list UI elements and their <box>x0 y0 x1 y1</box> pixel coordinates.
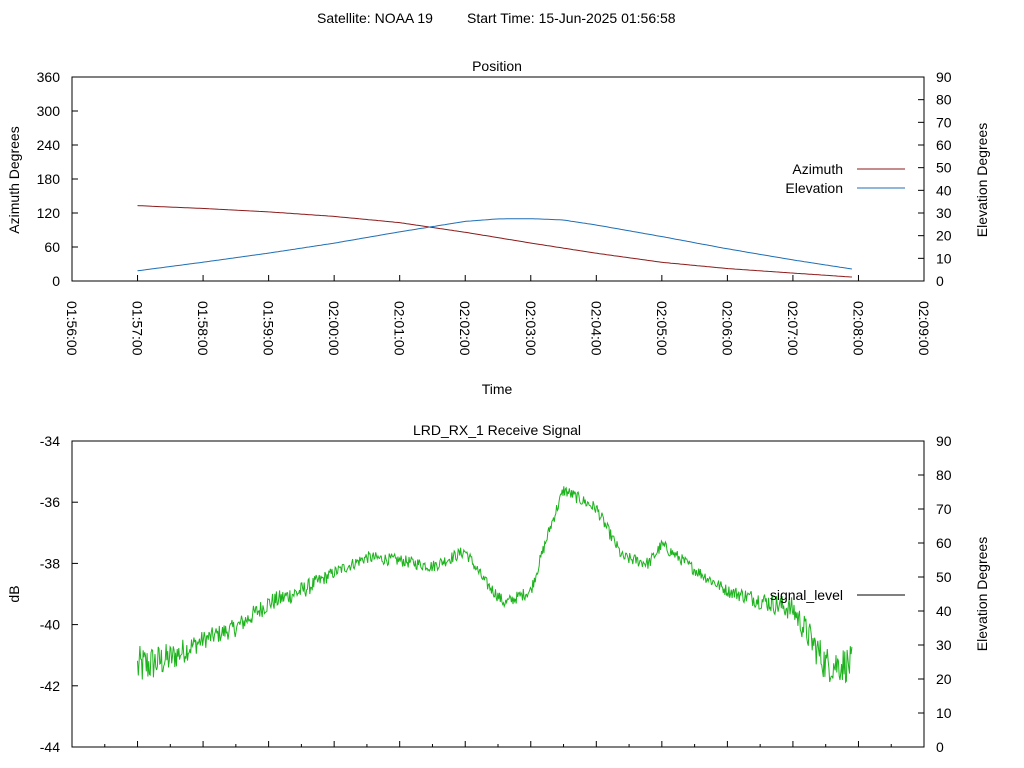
position-x-axis-label: Time <box>482 381 513 397</box>
position-x-tick-label: 02:02:00 <box>457 301 473 356</box>
position-x-tick-label: 01:56:00 <box>64 301 80 356</box>
azimuth-series-line <box>137 205 852 278</box>
position-y2-tick-label: 40 <box>936 182 952 198</box>
position-y-tick-label: 60 <box>44 239 60 255</box>
position-x-tick-label: 02:05:00 <box>654 301 670 356</box>
position-y2-tick-label: 90 <box>936 69 952 85</box>
signal-y2-tick-label: 90 <box>936 433 952 449</box>
position-x-tick-label: 01:57:00 <box>130 301 146 356</box>
position-plot-frame <box>71 76 925 282</box>
signal-y2-tick-label: 40 <box>936 603 952 619</box>
azimuth-legend-label: Azimuth <box>792 161 843 177</box>
position-y2-axis-label: Elevation Degrees <box>974 123 990 237</box>
position-y2-tick-label: 10 <box>936 250 952 266</box>
elevation-series-line <box>137 218 852 272</box>
signal-y2-tick-label: 30 <box>936 637 952 653</box>
position-y-tick-label: 360 <box>37 69 61 85</box>
signal-y-tick-label: -38 <box>40 555 60 571</box>
elevation-legend-label: Elevation <box>785 180 843 196</box>
position-y-tick-label: 240 <box>37 137 61 153</box>
position-y-tick-label: 180 <box>37 171 61 187</box>
position-x-tick-label: 02:00:00 <box>326 301 342 356</box>
position-x-tick-label: 02:06:00 <box>719 301 735 356</box>
signal-y2-tick-label: 10 <box>936 705 952 721</box>
position-y-axis-label: Azimuth Degrees <box>6 126 22 233</box>
position-x-tick-label: 02:08:00 <box>850 301 866 356</box>
signal-y-tick-label: -42 <box>40 678 60 694</box>
position-chart-title: Position <box>472 58 522 74</box>
position-y2-tick-label: 60 <box>936 137 952 153</box>
position-x-tick-label: 02:03:00 <box>523 301 539 356</box>
position-x-tick-label: 02:04:00 <box>588 301 604 356</box>
position-y2-tick-label: 30 <box>936 205 952 221</box>
position-x-tick-label: 02:01:00 <box>392 301 408 356</box>
signal-y2-tick-label: 60 <box>936 535 952 551</box>
signal-y2-tick-label: 50 <box>936 569 952 585</box>
position-x-tick-label: 01:58:00 <box>195 301 211 356</box>
signal-chart-title: LRD_RX_1 Receive Signal <box>413 422 581 438</box>
position-y2-tick-label: 50 <box>936 160 952 176</box>
signal-y-tick-label: -40 <box>40 617 60 633</box>
position-y2-tick-label: 70 <box>936 114 952 130</box>
position-y2-tick-label: 0 <box>936 273 944 289</box>
signal-y2-tick-label: 20 <box>936 671 952 687</box>
signal-y-axis-label: dB <box>6 585 22 602</box>
signal-y2-tick-label: 80 <box>936 467 952 483</box>
chart-marks: 060120180240300360010203040506070809001:… <box>37 69 952 755</box>
position-x-tick-label: 02:07:00 <box>785 301 801 356</box>
position-x-tick-label: 01:59:00 <box>261 301 277 356</box>
satellite-label: Satellite: NOAA 19 <box>317 10 433 26</box>
position-y2-tick-label: 20 <box>936 228 952 244</box>
signal-level-legend-label: signal_level <box>770 587 843 603</box>
position-y-tick-label: 0 <box>52 273 60 289</box>
signal-y2-tick-label: 70 <box>936 501 952 517</box>
signal-level-series-line <box>137 486 853 684</box>
position-y-tick-label: 300 <box>37 103 61 119</box>
start-time-label: Start Time: 15-Jun-2025 01:56:58 <box>467 10 676 26</box>
position-x-tick-label: 02:09:00 <box>916 301 932 356</box>
signal-y-tick-label: -44 <box>40 739 60 755</box>
signal-y-tick-label: -36 <box>40 494 60 510</box>
position-y2-tick-label: 80 <box>936 92 952 108</box>
signal-y-tick-label: -34 <box>40 433 60 449</box>
position-y-tick-label: 120 <box>37 205 61 221</box>
signal-y2-tick-label: 0 <box>936 739 944 755</box>
signal-y2-axis-label: Elevation Degrees <box>974 537 990 651</box>
